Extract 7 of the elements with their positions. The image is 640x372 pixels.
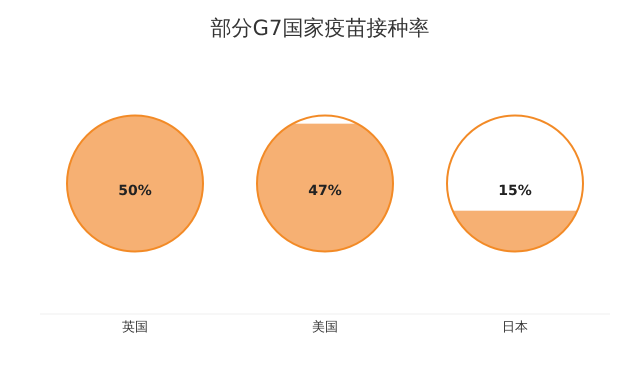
data-label: 50%	[118, 182, 152, 199]
text: 部分G7国家疫苗接种率	[210, 15, 430, 42]
category-label: 美国	[312, 319, 338, 336]
category-label: 英国	[122, 320, 148, 336]
data-label: 47%	[308, 182, 342, 199]
category-label: 日本	[502, 320, 528, 336]
data-label: 15%	[498, 182, 532, 199]
